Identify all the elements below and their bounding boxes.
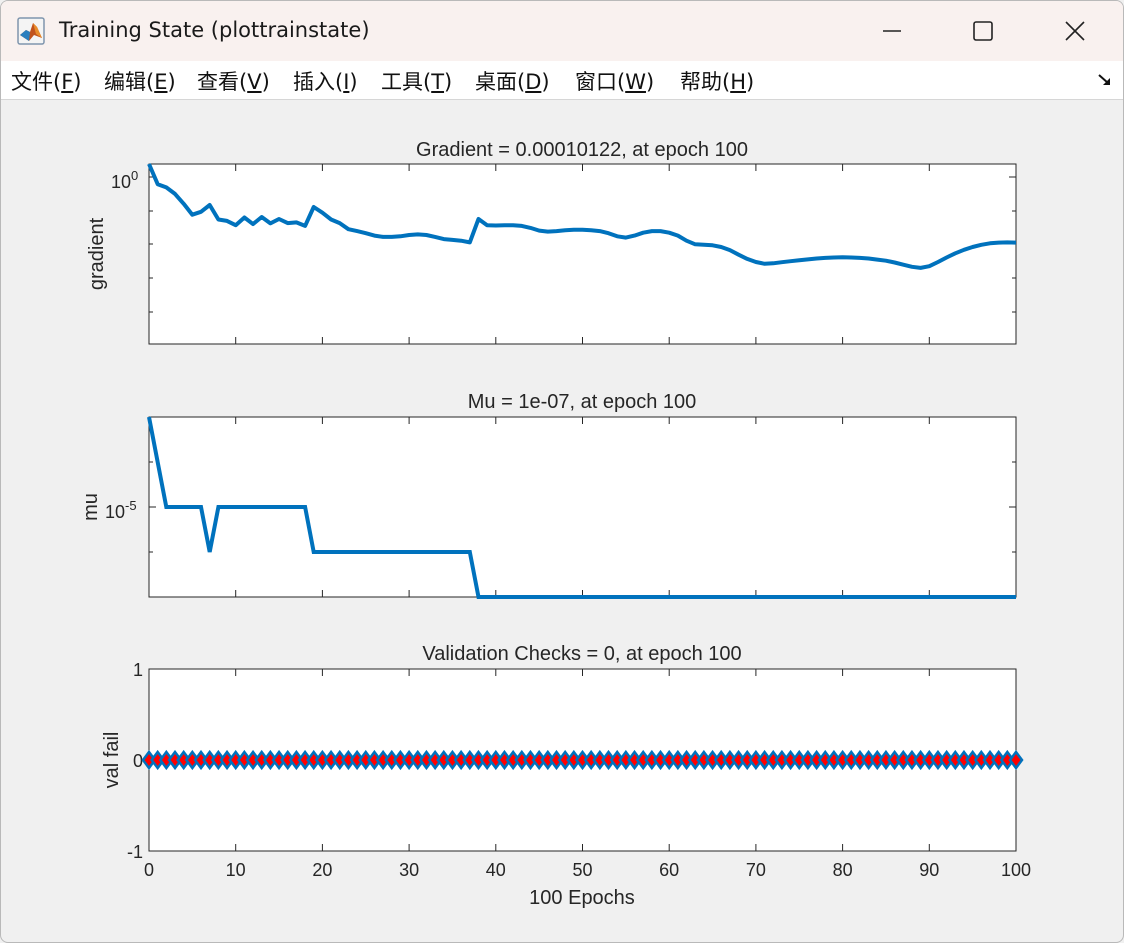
val-xtick-label: 20 [312, 860, 332, 880]
menu-help[interactable]: 帮助(H) [680, 70, 755, 94]
val-ytick-label: 1 [133, 660, 143, 680]
gradient-ytick-base: 10 [111, 172, 131, 192]
maximize-button[interactable] [937, 1, 1029, 61]
menu-desktop-label: 桌面 [475, 70, 517, 94]
menu-bar: 文件(F) 编辑(E) 查看(V) 插入(I) 工具(T) 桌面(D) 窗口(W… [1, 61, 1123, 100]
close-icon [1065, 21, 1085, 41]
menu-desktop-mnemonic: D [525, 70, 542, 94]
val-xtick-label: 0 [144, 860, 154, 880]
val-xtick-label: 100 [1001, 860, 1031, 880]
mu-title: Mu = 1e-07, at epoch 100 [468, 391, 697, 413]
val-xlabel: 100 Epochs [529, 887, 635, 909]
val-series-markers [141, 749, 1024, 771]
mu-ytick-exp: -5 [125, 498, 137, 513]
val-xtick-label: 80 [833, 860, 853, 880]
menu-edit-label: 编辑 [104, 70, 146, 94]
val-xtick-label: 90 [919, 860, 939, 880]
menu-window[interactable]: 窗口(W) [575, 70, 655, 94]
menu-file-mnemonic: F [61, 70, 74, 94]
gradient-axes-box[interactable] [148, 163, 1017, 345]
menu-tools-mnemonic: T [431, 70, 445, 94]
menu-view-label: 查看 [197, 70, 239, 94]
maximize-icon [973, 21, 993, 41]
val-ytick-label: -1 [127, 842, 143, 862]
val-xtick-label: 60 [659, 860, 679, 880]
minimize-button[interactable] [846, 1, 938, 61]
val-ytick-label: 0 [133, 751, 143, 771]
menu-view-mnemonic: V [247, 70, 262, 94]
menu-insert-mnemonic: I [343, 70, 350, 94]
val-ylabel: val fail [101, 732, 123, 789]
menu-window-mnemonic: W [625, 70, 646, 94]
gradient-ytick-exp: 0 [131, 168, 138, 183]
gradient-series-line [147, 163, 1017, 270]
val-xtick-label: 50 [572, 860, 592, 880]
val-x-tick-labels: 0 10 20 30 40 50 60 70 80 90 100 [144, 860, 1031, 880]
val-xtick-label: 40 [486, 860, 506, 880]
menu-window-label: 窗口 [575, 70, 617, 94]
mu-series-line [147, 416, 1016, 599]
gradient-title: Gradient = 0.00010122, at epoch 100 [416, 139, 748, 161]
menu-insert[interactable]: 插入(I) [293, 70, 358, 94]
matlab-logo-icon [17, 17, 45, 45]
mu-axes: Mu = 1e-07, at epoch 100 mu 10-5 [80, 391, 1017, 599]
val-title: Validation Checks = 0, at epoch 100 [422, 643, 741, 665]
menu-insert-label: 插入 [293, 70, 335, 94]
menu-view[interactable]: 查看(V) [197, 70, 270, 94]
mu-ytick-base: 10 [105, 502, 125, 522]
menu-tools-label: 工具 [381, 70, 423, 94]
gradient-axes: Gradient = 0.00010122, at epoch 100 grad… [86, 139, 1017, 345]
gradient-ylabel: gradient [86, 217, 108, 290]
menu-help-label: 帮助 [680, 70, 722, 94]
dock-arrow-icon[interactable] [1097, 72, 1113, 88]
val-marker [1008, 749, 1024, 771]
menu-file[interactable]: 文件(F) [11, 70, 82, 94]
window-title: Training State (plottrainstate) [59, 18, 370, 42]
menu-edit[interactable]: 编辑(E) [104, 70, 176, 94]
mu-ylabel: mu [80, 493, 102, 521]
menu-edit-mnemonic: E [154, 70, 168, 94]
mu-ytick-label: 10-5 [105, 498, 137, 522]
close-button[interactable] [1029, 1, 1121, 61]
val-axes: 0 10 20 30 40 50 60 70 80 90 100 1 0 -1 Validation… [101, 643, 1031, 909]
val-xtick-label: 10 [226, 860, 246, 880]
menu-help-mnemonic: H [730, 70, 746, 94]
val-xtick-label: 70 [746, 860, 766, 880]
menu-desktop[interactable]: 桌面(D) [475, 70, 550, 94]
menu-file-label: 文件 [11, 70, 53, 94]
menu-tools[interactable]: 工具(T) [381, 70, 453, 94]
title-bar[interactable]: Training State (plottrainstate) [1, 1, 1123, 61]
minimize-icon [883, 30, 901, 32]
gradient-ytick-label: 100 [111, 168, 138, 192]
val-xtick-label: 30 [399, 860, 419, 880]
val-x-ticks [148, 669, 1017, 851]
